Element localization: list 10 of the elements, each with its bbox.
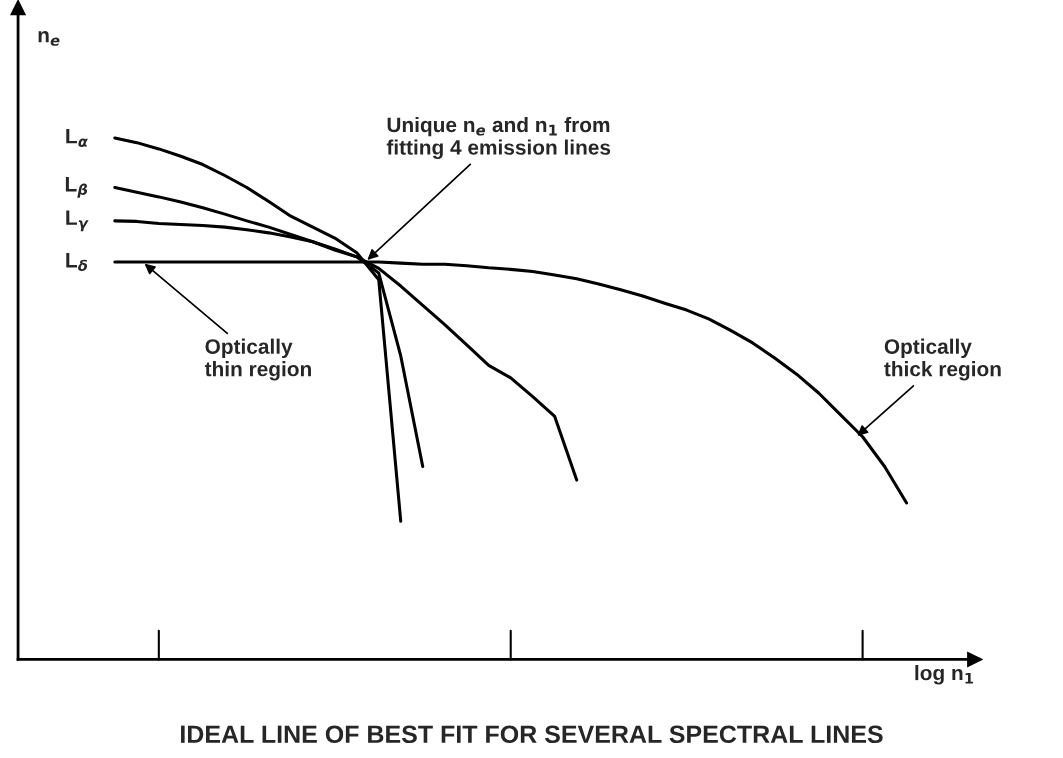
series-label: L$_{α}$: [66, 128, 88, 147]
series-label: L$_{δ}$: [66, 253, 88, 272]
annotation: Unique n$_{e}$ and n$_{1}$ from fitting 4 emission lines: [386, 116, 611, 160]
x-axis-title: log n$_{1}$: [915, 665, 974, 685]
series-label: L$_{γ}$: [66, 210, 89, 232]
y-axis-title: n$_{e}$: [38, 30, 60, 46]
series-label: L$_{β}$: [65, 177, 88, 198]
text: IDEAL LINE OF BEST FIT FOR SEVERAL SPECTRAL LINES: [181, 725, 883, 744]
annotation: Optically thick region: [884, 338, 1001, 381]
annotation: Optically thin region: [204, 338, 311, 381]
